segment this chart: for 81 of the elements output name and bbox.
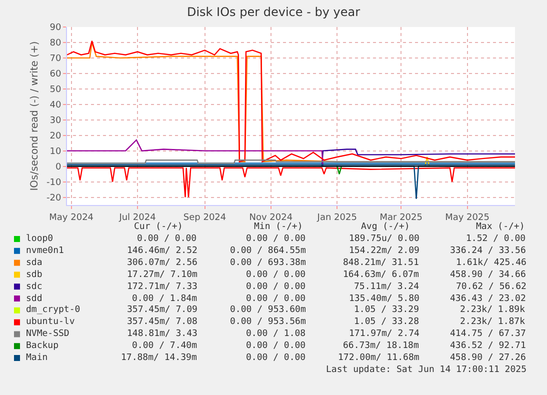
text: 66.73m/ 18.18m xyxy=(343,341,419,351)
y-tick-label: 0 xyxy=(55,162,62,172)
y-tick-label: 60 xyxy=(50,70,62,80)
text: 0.00 / 0.00 xyxy=(246,234,306,244)
text: 1.05 / 33.28 xyxy=(354,317,420,327)
y-tick-label: -10 xyxy=(46,178,62,188)
legend-label: Main xyxy=(26,353,48,363)
y-tick-label: 40 xyxy=(50,100,62,111)
x-tick-label: Nov 2024 xyxy=(249,212,293,223)
x-tick-label: Sep 2024 xyxy=(183,212,226,223)
y-tick-label: 70 xyxy=(50,54,62,64)
x-tick-label: Jan 2025 xyxy=(316,212,357,223)
text: 164.63m/ 6.07m xyxy=(343,270,419,280)
text: 458.90 / 27.26 xyxy=(450,353,526,363)
text: 0.00 / 953.60m xyxy=(230,305,306,315)
text: 17.88m/ 14.39m xyxy=(121,353,197,363)
x-tick-label: Mar 2025 xyxy=(380,212,422,223)
text: 357.45m/ 7.08 xyxy=(127,317,198,327)
legend-label: sda xyxy=(26,258,42,268)
text: 17.27m/ 7.10m xyxy=(127,270,198,280)
text: 0.00 / 1.08 xyxy=(246,329,306,339)
legend-label: sdc xyxy=(26,282,42,292)
text: 189.75u/ 0.00 xyxy=(349,234,420,244)
legend-label: loop0 xyxy=(26,234,54,244)
text: 0.00 / 1.84m xyxy=(132,294,198,304)
text: 1.61k/ 425.46 xyxy=(456,258,526,268)
text: Avg (-/+) xyxy=(361,222,410,232)
text: 458.90 / 34.66 xyxy=(450,270,526,280)
text: 146.46m/ 2.52 xyxy=(127,246,198,256)
text: 2.23k/ 1.87k xyxy=(460,317,526,327)
legend-label: dm_crypt-0 xyxy=(26,305,80,315)
text: 848.21m/ 31.51 xyxy=(343,258,419,268)
y-axis-title: IOs/second read (-) / write (+) xyxy=(29,41,40,191)
text: 0.00 / 7.40m xyxy=(132,341,198,351)
chart-title: Disk IOs per device - by year xyxy=(186,5,360,20)
legend-label: sdb xyxy=(26,270,42,280)
x-tick-label: May 2025 xyxy=(445,212,490,223)
text: 336.24 / 33.56 xyxy=(450,246,526,256)
text: 357.45m/ 7.09 xyxy=(127,305,198,315)
text: 436.43 / 23.02 xyxy=(450,294,526,304)
text: Max (-/+) xyxy=(476,222,525,232)
text: 414.75 / 67.37 xyxy=(450,329,526,339)
text: 171.97m/ 2.74 xyxy=(349,329,420,339)
text: 0.00 / 864.55m xyxy=(230,246,306,256)
text: 306.07m/ 2.56 xyxy=(127,258,198,268)
x-tick-label: Jul 2024 xyxy=(118,212,156,223)
text: 1.05 / 33.29 xyxy=(354,305,420,315)
text: 0.00 / 953.56m xyxy=(230,317,306,327)
y-tick-label: 90 xyxy=(50,23,62,34)
text: 0.00 / 0.00 xyxy=(246,353,306,363)
text: 0.00 / 0.00 xyxy=(246,282,306,292)
text: Cur (-/+) xyxy=(134,222,183,232)
text: 0.00 / 693.38m xyxy=(230,258,306,268)
y-tick-label: 10 xyxy=(50,146,62,157)
y-tick-label: 50 xyxy=(50,85,62,96)
text: 154.22m/ 2.09 xyxy=(349,246,420,256)
legend-label: ubuntu-lv xyxy=(26,317,75,327)
text: 436.52 / 92.71 xyxy=(450,341,526,351)
text: 0.00 / 0.00 xyxy=(246,341,306,351)
y-tick-label: -20 xyxy=(46,193,62,204)
text: 2.23k/ 1.89k xyxy=(460,305,526,315)
y-tick-label: 30 xyxy=(50,116,62,126)
text: 70.62 / 56.62 xyxy=(456,282,526,292)
x-tick-label: May 2024 xyxy=(49,212,94,223)
text: 1.52 / 0.00 xyxy=(466,234,526,244)
text: 148.81m/ 3.43 xyxy=(127,329,198,339)
text: 0.00 / 0.00 xyxy=(246,270,306,280)
legend-label: Backup xyxy=(26,341,59,351)
legend-label: nvme0n1 xyxy=(26,246,64,256)
text: 75.11m/ 3.24 xyxy=(354,282,420,292)
y-tick-label: 80 xyxy=(50,38,62,49)
text: 0.00 / 0.00 xyxy=(246,294,306,304)
text: 0.00 / 0.00 xyxy=(137,234,197,244)
y-tick-label: 20 xyxy=(50,132,62,142)
text: Min (-/+) xyxy=(254,222,303,232)
text: 172.71m/ 7.33 xyxy=(127,282,198,292)
text: Last update: Sat Jun 14 17:00:11 2025 xyxy=(326,365,526,375)
text: 135.40m/ 5.80 xyxy=(349,294,420,304)
legend-label: sdd xyxy=(26,294,42,304)
legend-label: NVMe-SSD xyxy=(26,329,70,339)
text: 172.00m/ 11.68m xyxy=(338,353,420,363)
